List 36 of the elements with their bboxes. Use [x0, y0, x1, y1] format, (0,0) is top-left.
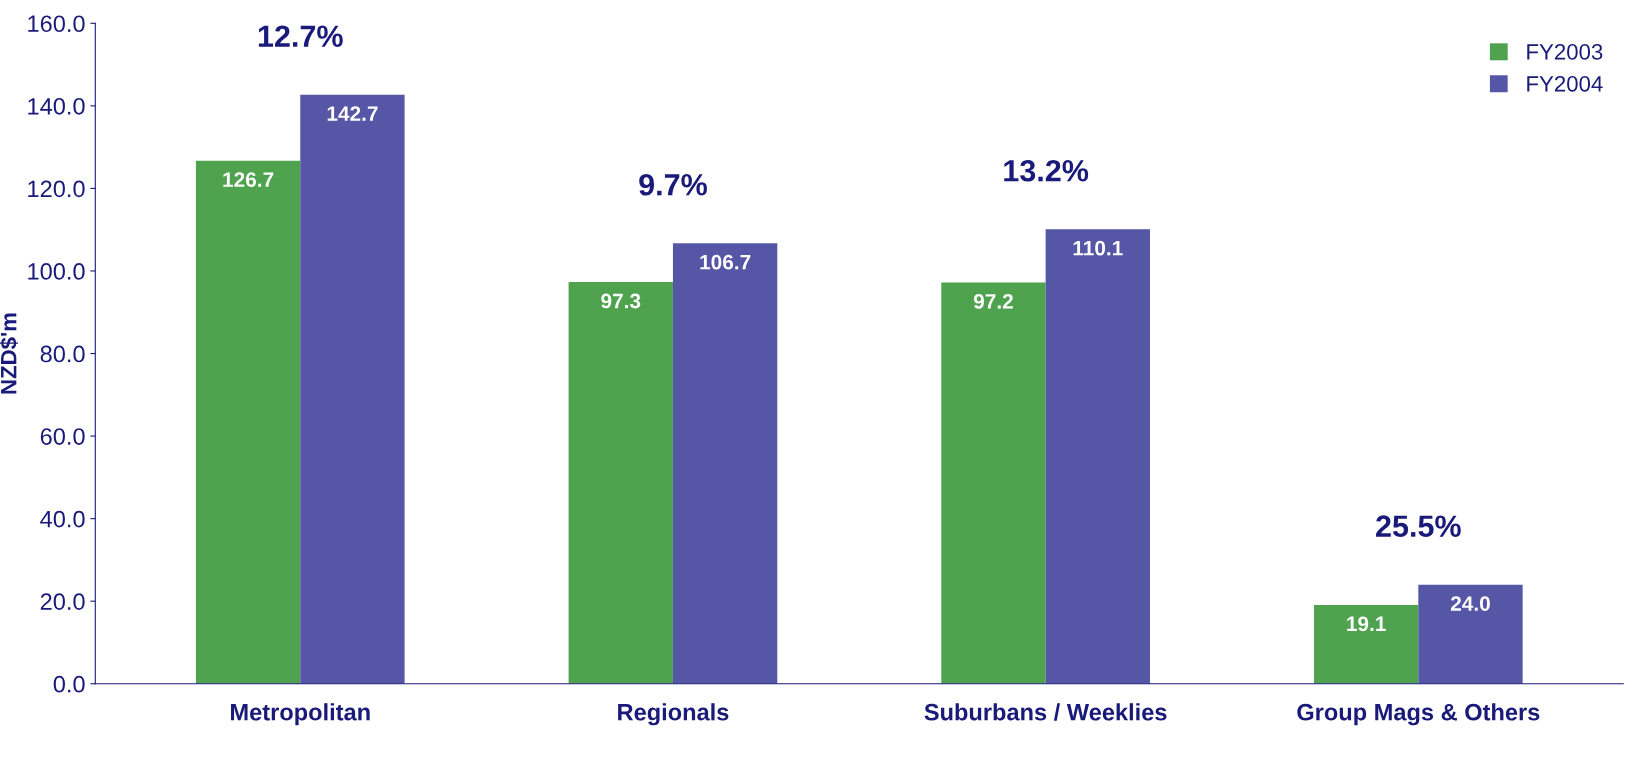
- bar: [1418, 584, 1523, 684]
- y-tick-label: 140.0: [28, 97, 85, 115]
- y-axis-title: NZD$'m: [0, 313, 18, 394]
- x-tick-label: Suburbans / Weeklies: [924, 703, 1167, 721]
- annotation: 12.7%: [258, 25, 343, 47]
- bar: [1045, 229, 1150, 684]
- bar: [1313, 604, 1419, 684]
- y-tick-label: 100.0: [28, 263, 85, 280]
- y-tick-label: 80.0: [40, 345, 85, 363]
- data-label: 97.3: [601, 293, 641, 309]
- y-tick-label: 60.0: [40, 428, 85, 445]
- data-label: 97.2: [973, 294, 1013, 309]
- bar: [300, 94, 405, 684]
- x-tick-label: Group Mags & Others: [1297, 703, 1540, 726]
- bar: [568, 282, 673, 684]
- data-label: 19.1: [1347, 616, 1386, 632]
- bar: [941, 282, 1046, 684]
- y-tick-label: 160.0: [28, 15, 85, 33]
- annotation: 13.2%: [1004, 159, 1089, 182]
- bar: [195, 160, 301, 684]
- legend-label: FY2003: [1527, 44, 1603, 60]
- data-label: 110.1: [1073, 240, 1123, 256]
- bar: [672, 243, 778, 684]
- data-label: 126.7: [223, 172, 274, 187]
- x-tick-label: Regionals: [618, 703, 729, 726]
- annotation: 9.7%: [639, 173, 707, 196]
- annotation: 25.5%: [1376, 515, 1461, 537]
- data-label: 142.7: [327, 106, 378, 121]
- y-tick-label: 20.0: [40, 593, 85, 610]
- x-tick-label: Metropolitan: [231, 703, 370, 726]
- y-tick-label: 120.0: [28, 180, 85, 198]
- data-label: 106.7: [700, 254, 751, 270]
- data-label: 24.0: [1450, 596, 1490, 611]
- legend-label: FY2004: [1527, 75, 1603, 92]
- y-tick-label: 40.0: [40, 510, 85, 528]
- y-tick-label: 0.0: [53, 675, 85, 693]
